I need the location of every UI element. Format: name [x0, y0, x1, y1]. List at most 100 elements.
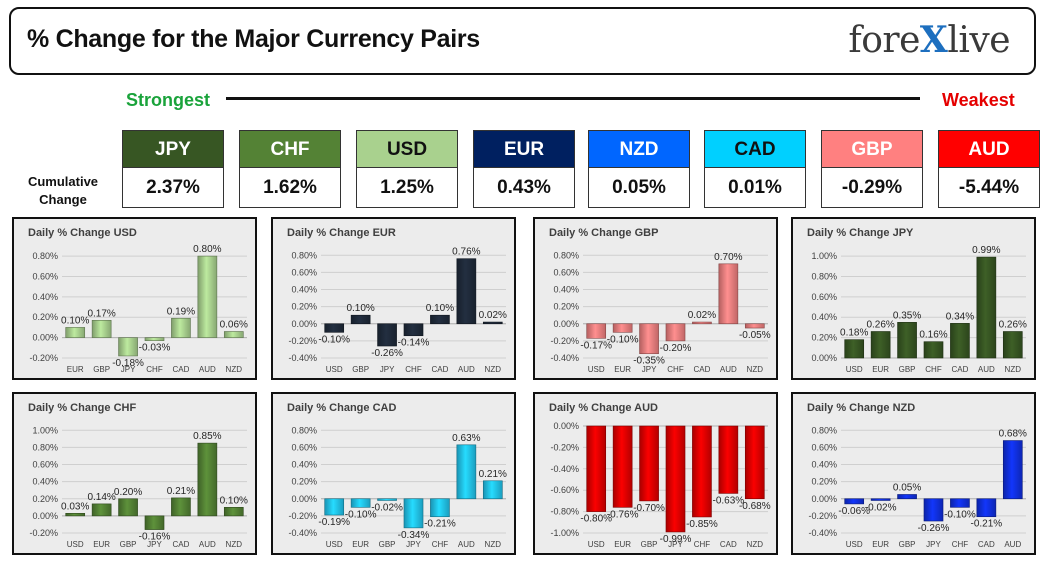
data-label: 0.16%	[919, 330, 947, 341]
bar-eur	[612, 425, 633, 508]
chart-svg-usd: Daily % Change USD0.80%0.60%0.40%0.20%0.…	[14, 219, 255, 378]
y-tick-label: 0.60%	[32, 271, 58, 281]
chart-svg-gbp: Daily % Change GBP 0.80% 0.60% 0.40% 0.20% 0.…	[535, 219, 776, 378]
y-tick-label: -0.40%	[550, 464, 579, 474]
bar-nzd	[744, 425, 765, 500]
cumulative-label-line1: Cumulative	[27, 174, 99, 189]
data-label: -0.68%	[739, 501, 771, 512]
x-tick-label: CAD	[431, 365, 448, 374]
data-label: -0.99%	[660, 534, 692, 545]
y-tick-label: -0.20%	[550, 442, 579, 452]
bar-aud	[456, 444, 477, 500]
x-tick-label: CHF	[925, 365, 942, 374]
bar-gbp	[377, 498, 397, 501]
chart-title: Daily % Change GBP	[549, 227, 658, 239]
data-label: 0.10%	[426, 303, 454, 314]
y-tick-label: -0.40%	[288, 528, 317, 538]
y-tick-label: 0.20%	[32, 494, 58, 504]
x-tick-label: GBP	[352, 365, 369, 374]
y-tick-label: 0.20%	[291, 477, 317, 487]
x-tick-label: CAD	[720, 540, 737, 549]
y-tick-label: 0.00%	[553, 319, 579, 329]
y-tick-label: -0.80%	[550, 507, 579, 517]
x-tick-label: GBP	[899, 365, 916, 374]
data-label: -0.02%	[865, 502, 897, 513]
y-tick-label: 0.80%	[32, 251, 58, 261]
y-tick-label: 0.60%	[32, 460, 58, 470]
x-tick-label: JPY	[668, 540, 683, 549]
y-tick-label: 0.00%	[811, 494, 837, 504]
currency-box-6: GBP -0.29%	[821, 130, 923, 208]
currency-cumulative-value: 2.37%	[122, 168, 224, 208]
data-label: -0.85%	[686, 519, 718, 530]
bar-nzd	[1002, 331, 1023, 359]
bar-eur	[870, 498, 891, 501]
bar-cad	[950, 323, 970, 359]
data-label: -0.06%	[838, 506, 870, 517]
strength-scale-line	[226, 97, 920, 100]
chart-panel-cad: Daily % Change CAD 0.80% 0.60% 0.40% 0.20% 0.…	[271, 392, 516, 555]
bar-eur	[350, 498, 371, 508]
y-tick-label: 0.80%	[291, 425, 317, 435]
data-label: -0.14%	[398, 338, 430, 349]
data-label: -0.16%	[139, 532, 171, 543]
y-tick-label: 0.40%	[811, 460, 837, 470]
data-label: -0.10%	[944, 509, 976, 520]
currency-cumulative-value: 0.05%	[588, 168, 690, 208]
x-tick-label: CHF	[146, 365, 163, 374]
data-label: -0.76%	[607, 509, 639, 520]
data-label: -0.05%	[739, 330, 771, 341]
x-tick-label: NZD	[226, 540, 243, 549]
y-tick-label: -0.20%	[29, 353, 58, 363]
data-label: 0.21%	[479, 469, 507, 480]
currency-cumulative-value: 0.01%	[704, 168, 806, 208]
bar-jpy	[403, 498, 424, 529]
data-label: -0.03%	[139, 343, 171, 354]
data-label: -0.20%	[660, 343, 692, 354]
currency-box-7: AUD -5.44%	[938, 130, 1040, 208]
bar-jpy	[923, 498, 944, 522]
y-tick-label: 0.20%	[553, 302, 579, 312]
x-tick-label: USD	[67, 540, 84, 549]
chart-panel-aud: Daily % Change AUD 0.00% -0.20% -0.40% -0.60…	[533, 392, 778, 555]
currency-name: AUD	[938, 130, 1040, 168]
bar-cad	[976, 498, 997, 518]
header-banner: % Change for the Major Currency Pairs fo…	[9, 7, 1036, 75]
chart-title: Daily % Change USD	[28, 227, 137, 239]
y-tick-label: 0.20%	[32, 312, 58, 322]
data-label: -0.63%	[713, 495, 745, 506]
data-label: -0.18%	[112, 358, 144, 369]
y-tick-label: 0.80%	[553, 250, 579, 260]
chart-svg-cad: Daily % Change CAD 0.80% 0.60% 0.40% 0.20% 0.…	[273, 394, 514, 553]
bar-jpy	[118, 337, 138, 357]
x-tick-label: AUD	[720, 365, 737, 374]
y-tick-label: 0.20%	[811, 477, 837, 487]
x-tick-label: AUD	[458, 540, 475, 549]
y-tick-label: -0.20%	[550, 336, 579, 346]
x-tick-label: EUR	[614, 365, 631, 374]
strongest-label: Strongest	[126, 90, 211, 110]
bar-aud	[197, 255, 218, 338]
x-tick-label: JPY	[121, 365, 136, 374]
y-tick-label: -0.40%	[550, 353, 579, 363]
bar-jpy	[144, 515, 165, 530]
bar-chf	[950, 498, 970, 508]
data-label: 0.02%	[688, 310, 716, 321]
y-tick-label: 0.40%	[32, 292, 58, 302]
bar-gbp	[91, 319, 112, 338]
x-tick-label: CAD	[693, 365, 710, 374]
y-tick-label: 0.60%	[553, 267, 579, 277]
x-tick-label: NZD	[747, 365, 764, 374]
logo-text-post: live	[947, 20, 1010, 61]
chart-title: Daily % Change EUR	[287, 227, 396, 239]
bar-cad	[171, 317, 191, 338]
data-label: 0.10%	[346, 303, 374, 314]
x-tick-label: JPY	[380, 365, 395, 374]
chart-svg-nzd: Daily % Change NZD 0.80% 0.60% 0.40% 0.20% 0.…	[793, 394, 1034, 553]
bar-eur	[65, 327, 86, 338]
bar-nzd	[223, 507, 244, 517]
x-tick-label: EUR	[872, 365, 889, 374]
bar-usd	[65, 513, 86, 517]
bar-chf	[692, 425, 712, 518]
chart-panel-jpy: Daily % Change JPY 1.00% 0.80% 0.60% 0.40% 0.…	[791, 217, 1036, 380]
